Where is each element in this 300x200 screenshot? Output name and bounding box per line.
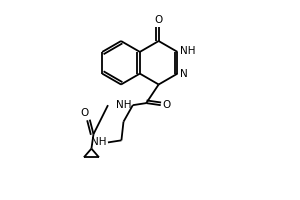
Text: NH: NH bbox=[91, 137, 106, 147]
Text: O: O bbox=[162, 100, 171, 110]
Text: O: O bbox=[80, 108, 89, 118]
Text: NH: NH bbox=[180, 46, 196, 56]
Text: NH: NH bbox=[116, 100, 131, 110]
Text: O: O bbox=[154, 15, 163, 25]
Text: N: N bbox=[180, 69, 188, 79]
